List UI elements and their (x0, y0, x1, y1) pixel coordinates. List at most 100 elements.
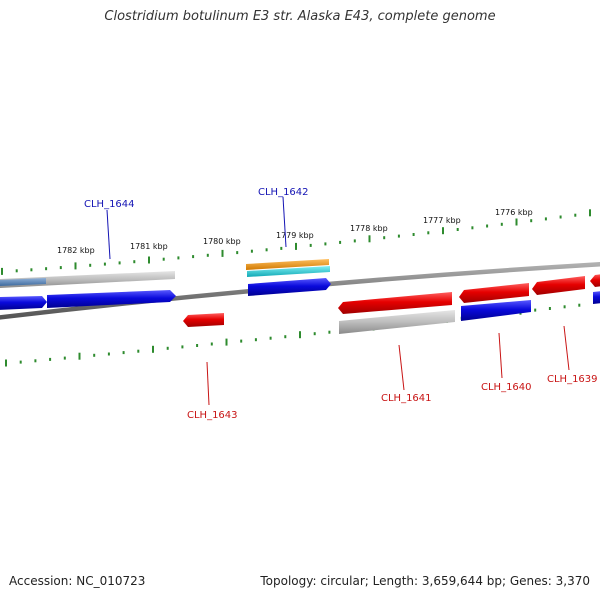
outer-tick-minor (45, 267, 48, 271)
outer-tick-minor (192, 255, 195, 259)
outer-tick-ring (1, 209, 591, 275)
outer-tick-minor (133, 260, 136, 264)
inner-tick-minor (328, 330, 331, 334)
outer-tick-minor (206, 253, 209, 257)
kbp-label-1778: 1778 kbp (350, 224, 388, 233)
outer-tick-minor (236, 251, 239, 255)
outer-tick-minor (427, 231, 430, 235)
kbp-label-1781: 1781 kbp (130, 242, 168, 251)
outer-tick-major (515, 218, 518, 226)
outer-tick-major (221, 249, 224, 257)
gene-reverse-clh1643 (183, 313, 224, 327)
inner-tick-major (152, 345, 154, 353)
outer-tick-minor (500, 222, 503, 226)
topology-text: Topology: circular; Length: 3,659,644 bp… (260, 574, 590, 588)
outer-tick-minor (59, 266, 62, 270)
kbp-label-1780: 1780 kbp (203, 237, 241, 246)
gene-feature-steel (0, 278, 46, 286)
kbp-label-1777: 1777 kbp (423, 216, 461, 225)
outer-tick-major (442, 227, 444, 235)
outer-tick-minor (324, 242, 327, 246)
inner-tick-minor (63, 356, 66, 360)
outer-tick-major (74, 262, 77, 270)
outer-tick-minor (456, 228, 459, 231)
outer-tick-minor (383, 236, 386, 240)
inner-tick-major (299, 331, 301, 339)
inner-tick-minor (210, 342, 213, 346)
outer-tick-minor (530, 219, 533, 223)
outer-tick-major (589, 209, 591, 217)
inner-tick-minor (196, 344, 199, 347)
gene-forward-clh1642 (248, 278, 331, 296)
outer-tick-minor (30, 268, 33, 272)
gene-reverse-right-edge (590, 274, 600, 287)
outer-tick-minor (309, 243, 312, 247)
gene-label-clh1642: CLH_1642 (258, 187, 309, 198)
inner-tick-major (5, 359, 7, 367)
outer-tick-minor (559, 215, 562, 219)
inner-tick-minor (19, 360, 22, 364)
inner-tick-minor (93, 353, 96, 357)
leader-line-clh1639 (563, 325, 570, 371)
outer-tick-major (295, 242, 297, 250)
outer-tick-minor (471, 226, 474, 230)
inner-tick-minor (578, 303, 581, 307)
outer-tick-major (148, 256, 150, 264)
gene-label-clh1639: CLH_1639 (547, 374, 598, 385)
outer-tick-major (368, 235, 371, 243)
gene-label-clh1640: CLH_1640 (481, 382, 532, 393)
outer-tick-minor (250, 249, 253, 253)
outer-tick-minor (574, 213, 577, 217)
kbp-label-1779: 1779 kbp (276, 231, 314, 240)
gene-label-clh1641: CLH_1641 (381, 393, 432, 404)
gene-forward-left-edge (0, 296, 47, 310)
gene-forward-clh1644 (47, 290, 176, 308)
map-title: Clostridium botulinum E3 str. Alaska E43… (104, 9, 496, 24)
gene-feature-gray-lower (339, 310, 455, 334)
gene-forward-right-edge (593, 291, 600, 304)
gene-reverse-clh1641 (338, 292, 452, 314)
outer-tick-minor (118, 261, 121, 265)
outer-tick-minor (397, 234, 400, 238)
inner-tick-minor (137, 349, 140, 353)
leader-line-clh1642 (282, 196, 287, 248)
inner-tick-major (78, 352, 81, 360)
outer-tick-major (1, 267, 3, 275)
outer-tick-minor (339, 240, 342, 244)
outer-tick-minor (353, 239, 356, 243)
inner-tick-minor (254, 338, 257, 342)
gene-label-clh1644: CLH_1644 (84, 199, 135, 210)
outer-tick-minor (162, 257, 165, 261)
inner-tick-minor (34, 359, 37, 363)
outer-tick-minor (412, 233, 415, 236)
inner-tick-minor (284, 335, 287, 339)
outer-tick-minor (103, 262, 106, 266)
inner-tick-minor (269, 336, 272, 340)
inner-tick-minor (548, 307, 551, 310)
leader-line-clh1644 (106, 209, 111, 260)
gene-feature-orange (246, 259, 329, 270)
outer-tick-minor (486, 224, 489, 228)
outer-tick-minor (177, 256, 180, 260)
leader-line-clh1641 (398, 344, 405, 391)
outer-tick-minor (280, 246, 283, 250)
kbp-label-1782: 1782 kbp (57, 246, 95, 255)
kbp-label-1776: 1776 kbp (495, 208, 533, 217)
inner-tick-minor (563, 305, 566, 309)
inner-tick-minor (313, 332, 316, 336)
leader-line-clh1640 (498, 332, 503, 379)
inner-tick-minor (166, 346, 169, 350)
gene-reverse-clh1639 (532, 276, 585, 295)
gene-reverse-a (459, 283, 529, 303)
inner-tick-minor (107, 352, 110, 356)
outer-tick-minor (89, 263, 92, 267)
outer-tick-minor (544, 217, 547, 221)
accession-text: Accession: NC_010723 (9, 574, 146, 588)
inner-tick-major (225, 338, 228, 346)
gene-label-clh1643: CLH_1643 (187, 410, 238, 421)
inner-tick-minor (534, 308, 537, 312)
gene-feature-cyan (247, 266, 330, 277)
gene-forward-clh1640 (461, 300, 531, 321)
